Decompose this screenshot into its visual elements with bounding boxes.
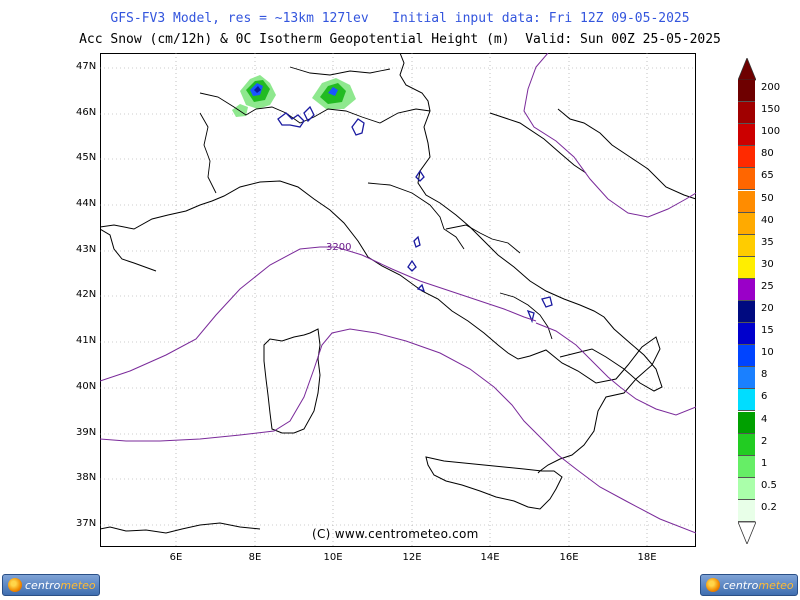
centrometeo-logo-left[interactable]: centrometeo: [2, 574, 100, 596]
colorbar-swatch: [738, 301, 755, 323]
colorbar-label: 80: [761, 148, 774, 160]
lon-label-18: 18E: [637, 552, 657, 563]
colorbar-label: 50: [761, 192, 774, 204]
colorbar-label: 35: [761, 236, 774, 248]
lat-label-41: 41N: [76, 335, 97, 346]
colorbar-label: 40: [761, 214, 774, 226]
lon-label-16: 16E: [559, 552, 579, 563]
map-frame: [100, 53, 696, 547]
colorbar-swatch: [738, 345, 755, 368]
colorbar-swatch: [738, 367, 755, 390]
colorbar-swatch: [738, 124, 755, 147]
lat-label-40: 40N: [76, 381, 97, 392]
lon-label-10: 10E: [323, 552, 343, 563]
colorbar-swatch: [738, 212, 755, 235]
logo-text-left: centrometeo: [25, 578, 96, 592]
lat-label-38: 38N: [76, 472, 97, 483]
lat-label-43: 43N: [76, 244, 97, 255]
colorbar-label: 0.2: [761, 501, 777, 513]
colorbar-label: 15: [761, 325, 774, 337]
colorbar-label: 150: [761, 104, 781, 116]
lat-label-42: 42N: [76, 289, 97, 300]
colorbar-label: 1: [761, 457, 768, 469]
colorbar-swatch: [738, 455, 755, 478]
colorbar-swatch: [738, 80, 755, 102]
map-canvas: [100, 53, 696, 547]
colorbar-swatch: [738, 389, 755, 412]
colorbar-top-arrow: [738, 58, 756, 81]
snow-patch-central-alps-heavy: [328, 87, 338, 96]
country-borders: [199, 66, 553, 340]
sun-logo-icon: [706, 578, 720, 592]
colorbar-swatch: [738, 102, 755, 125]
chart-title: GFS-FV3 Model, res = ~13km 127lev Initia…: [110, 11, 690, 26]
colorbar-swatch: [738, 411, 755, 434]
lat-label-46: 46N: [76, 107, 97, 118]
colorbar-swatch: [738, 477, 755, 500]
lon-label-6: 6E: [169, 552, 183, 563]
colorbar-swatch: [738, 146, 755, 169]
colorbar-swatch: [738, 323, 755, 346]
colorbar-swatch: [738, 190, 755, 213]
centrometeo-logo-right[interactable]: centrometeo: [700, 574, 798, 596]
coastlines: [100, 53, 696, 534]
colorbar-label: 30: [761, 258, 774, 270]
colorbar-swatch: [738, 433, 755, 456]
graticule: [100, 53, 696, 547]
isotherm-lines: [100, 53, 696, 534]
lakes: [277, 105, 553, 324]
colorbar-swatch: [738, 234, 755, 257]
colorbar-bottom-arrow: [738, 521, 756, 544]
isotherm-label: 3200: [326, 242, 352, 253]
lat-label-47: 47N: [76, 61, 97, 72]
lon-label-12: 12E: [402, 552, 422, 563]
colorbar-label: 10: [761, 347, 774, 359]
colorbar-label: 4: [761, 413, 768, 425]
colorbar-swatch: [738, 256, 755, 279]
lat-label-37: 37N: [76, 518, 97, 529]
colorbar-label: 100: [761, 126, 781, 138]
colorbar-label: 65: [761, 170, 774, 182]
colorbar-swatch: [738, 499, 755, 522]
colorbar-label: 6: [761, 391, 768, 403]
colorbar-label: 25: [761, 280, 774, 292]
snow-patch-west-alps-core: [254, 86, 261, 93]
colorbar-arrows: [738, 58, 756, 544]
colorbar-swatch: [738, 278, 755, 301]
colorbar-label: 2: [761, 435, 768, 447]
lat-label-39: 39N: [76, 427, 97, 438]
colorbar-label: 200: [761, 82, 781, 93]
lat-label-44: 44N: [76, 198, 97, 209]
lon-label-8: 8E: [248, 552, 262, 563]
lon-label-14: 14E: [480, 552, 500, 563]
snow-field: [232, 75, 356, 117]
colorbar-label: 20: [761, 303, 774, 314]
chart-subtitle: Acc Snow (cm/12h) & 0C Isotherm Geopoten…: [79, 32, 721, 47]
colorbar-label: 0.5: [761, 479, 777, 491]
colorbar-label: 8: [761, 369, 768, 381]
logo-text-right: centrometeo: [723, 578, 794, 592]
colorbar-swatch: [738, 168, 755, 191]
copyright-text: (C) www.centrometeo.com: [312, 527, 479, 541]
sun-logo-icon: [8, 578, 22, 592]
lat-label-45: 45N: [76, 152, 97, 163]
